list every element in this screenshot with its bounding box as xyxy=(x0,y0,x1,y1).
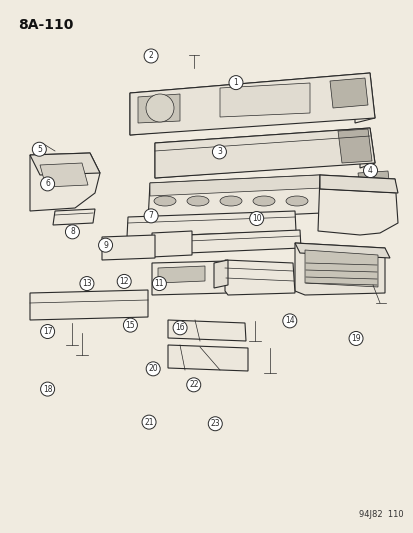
Circle shape xyxy=(80,277,94,290)
Polygon shape xyxy=(329,78,367,108)
Polygon shape xyxy=(158,266,204,283)
Polygon shape xyxy=(168,320,245,341)
Polygon shape xyxy=(214,260,228,288)
Polygon shape xyxy=(219,83,309,117)
Circle shape xyxy=(117,274,131,288)
Text: 94J82  110: 94J82 110 xyxy=(358,510,403,519)
Circle shape xyxy=(212,145,226,159)
Circle shape xyxy=(228,76,242,90)
Polygon shape xyxy=(188,230,300,253)
Polygon shape xyxy=(138,94,180,123)
Text: 7: 7 xyxy=(148,212,153,220)
Text: 10: 10 xyxy=(251,214,261,223)
Ellipse shape xyxy=(285,196,307,206)
Circle shape xyxy=(208,417,222,431)
Text: 1: 1 xyxy=(233,78,238,87)
Polygon shape xyxy=(130,73,374,135)
Polygon shape xyxy=(152,231,192,257)
Text: 8A-110: 8A-110 xyxy=(18,18,73,32)
Text: 17: 17 xyxy=(43,327,52,336)
Polygon shape xyxy=(317,175,397,235)
Polygon shape xyxy=(150,175,321,196)
Text: 2: 2 xyxy=(148,52,153,60)
Circle shape xyxy=(282,314,296,328)
Text: 23: 23 xyxy=(210,419,220,428)
Polygon shape xyxy=(30,153,100,211)
Circle shape xyxy=(146,362,160,376)
Circle shape xyxy=(144,209,158,223)
Text: 8: 8 xyxy=(70,228,75,236)
Polygon shape xyxy=(294,243,384,295)
Text: 20: 20 xyxy=(148,365,158,373)
Polygon shape xyxy=(337,129,371,163)
Polygon shape xyxy=(224,260,294,295)
Polygon shape xyxy=(53,209,95,225)
Circle shape xyxy=(142,415,156,429)
Polygon shape xyxy=(154,128,374,178)
Polygon shape xyxy=(30,153,100,175)
Circle shape xyxy=(348,332,362,345)
Text: 16: 16 xyxy=(175,324,185,332)
Text: 19: 19 xyxy=(350,334,360,343)
Text: 6: 6 xyxy=(45,180,50,188)
Circle shape xyxy=(40,382,55,396)
Polygon shape xyxy=(147,175,321,221)
Text: 11: 11 xyxy=(154,279,164,288)
Circle shape xyxy=(40,325,55,338)
Ellipse shape xyxy=(154,196,176,206)
Text: 9: 9 xyxy=(103,241,108,249)
Ellipse shape xyxy=(252,196,274,206)
Circle shape xyxy=(146,94,173,122)
Circle shape xyxy=(363,164,377,177)
Circle shape xyxy=(65,225,79,239)
Text: 12: 12 xyxy=(119,277,128,286)
Text: 18: 18 xyxy=(43,385,52,393)
Circle shape xyxy=(40,177,55,191)
Circle shape xyxy=(98,238,112,252)
Text: 5: 5 xyxy=(37,145,42,154)
Polygon shape xyxy=(357,171,389,191)
Polygon shape xyxy=(154,128,374,178)
Circle shape xyxy=(123,318,137,332)
Circle shape xyxy=(144,49,158,63)
Text: 21: 21 xyxy=(144,418,153,426)
Polygon shape xyxy=(319,175,397,193)
Circle shape xyxy=(186,378,200,392)
Text: 15: 15 xyxy=(125,321,135,329)
Circle shape xyxy=(32,142,46,156)
Text: 3: 3 xyxy=(216,148,221,156)
Circle shape xyxy=(152,277,166,290)
Polygon shape xyxy=(152,261,228,295)
Polygon shape xyxy=(127,211,295,237)
Text: 14: 14 xyxy=(284,317,294,325)
Text: 13: 13 xyxy=(82,279,92,288)
Circle shape xyxy=(249,212,263,225)
Polygon shape xyxy=(102,235,154,260)
Ellipse shape xyxy=(219,196,242,206)
Text: 22: 22 xyxy=(189,381,198,389)
Polygon shape xyxy=(168,345,247,371)
Polygon shape xyxy=(130,73,374,135)
Circle shape xyxy=(173,321,187,335)
Ellipse shape xyxy=(187,196,209,206)
Polygon shape xyxy=(40,163,88,187)
Polygon shape xyxy=(30,290,147,320)
Polygon shape xyxy=(294,243,389,258)
Text: 4: 4 xyxy=(367,166,372,175)
Polygon shape xyxy=(304,250,377,287)
